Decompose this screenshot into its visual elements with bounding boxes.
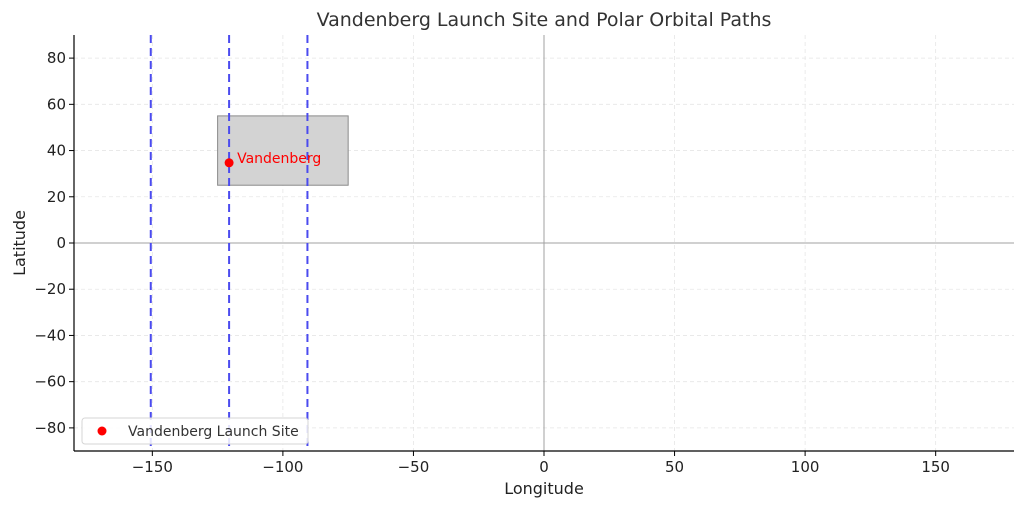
orbital-paths bbox=[149, 35, 309, 451]
x-tick-label: 100 bbox=[791, 458, 820, 476]
y-tick-label: 60 bbox=[47, 95, 66, 113]
launch-site-points: Vandenberg bbox=[224, 151, 321, 168]
launch-site-label: Vandenberg bbox=[237, 151, 321, 167]
legend-entry-label: Vandenberg Launch Site bbox=[128, 424, 299, 440]
y-tick-label: −80 bbox=[34, 419, 66, 437]
y-tick-label: 20 bbox=[47, 188, 66, 206]
x-tick-label: 150 bbox=[921, 458, 950, 476]
highlight-region bbox=[217, 115, 349, 186]
legend-box bbox=[81, 417, 309, 445]
y-tick-label: −20 bbox=[34, 280, 66, 298]
x-tick-label: 50 bbox=[665, 458, 684, 476]
x-tick-label: −100 bbox=[262, 458, 303, 476]
launch-site-marker bbox=[224, 158, 234, 168]
y-tick-label: 0 bbox=[56, 234, 66, 252]
y-tick-label: 80 bbox=[47, 49, 66, 67]
y-axis-label: Latitude bbox=[10, 210, 29, 276]
y-tick-label: 40 bbox=[47, 142, 66, 160]
ticks: −150 −100 −50 0 50 100 150 −80 −60 −40 −20 0 20 40 60 8… bbox=[34, 49, 950, 476]
y-tick-label: −40 bbox=[34, 326, 66, 344]
x-tick-label: 0 bbox=[539, 458, 549, 476]
x-tick-label: −150 bbox=[132, 458, 173, 476]
chart-title: Vandenberg Launch Site and Polar Orbital… bbox=[317, 9, 772, 31]
x-tick-label: −50 bbox=[398, 458, 430, 476]
x-axis-label: Longitude bbox=[504, 479, 584, 498]
reference-lines bbox=[74, 35, 1014, 451]
y-tick-label: −60 bbox=[34, 373, 66, 391]
highlight-region-rect bbox=[217, 115, 349, 186]
legend: Vandenberg Launch Site bbox=[81, 417, 309, 445]
legend-marker bbox=[97, 426, 107, 436]
